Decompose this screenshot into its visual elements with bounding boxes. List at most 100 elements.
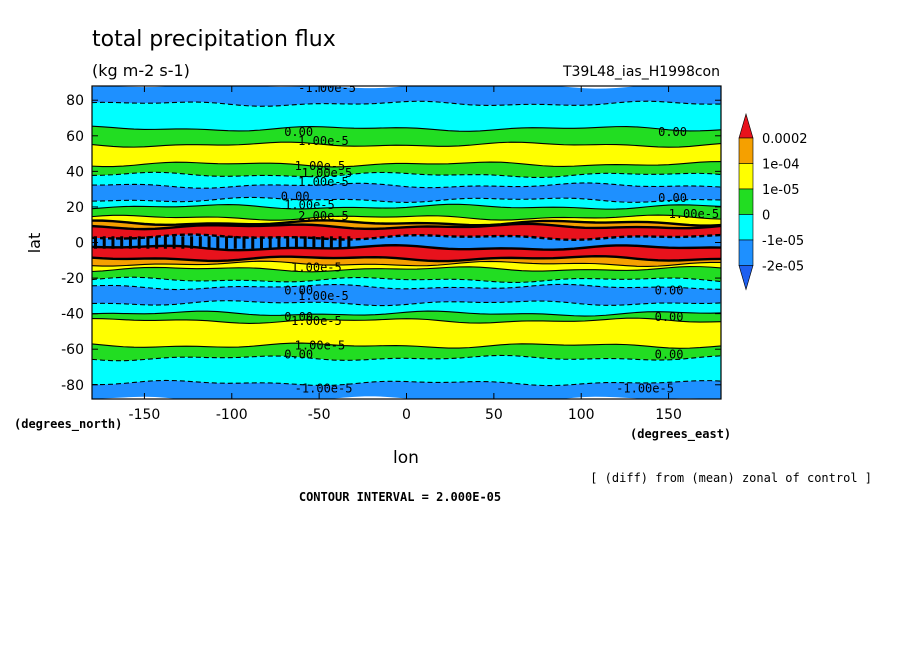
contour-line-19 [92,300,721,307]
contour-label-16: -1.00e-5 [295,381,353,395]
x-units-label: (degrees_east) [630,427,731,442]
contour-label-20: 0.00 [655,284,684,298]
x-tick-label-5: 100 [568,407,595,423]
contour-label-14: 1.00e-5 [295,339,346,353]
contour-label-9: 1.00e-5 [291,260,342,274]
plot-area: -1.00e-50.001.00e-51.00e-51.00e-51.00e-5… [92,81,721,399]
contour-label-6: 0.00 [281,189,310,203]
band-11 [92,223,721,240]
contour-line-23 [92,354,721,362]
contour-line-15 [92,260,721,267]
contour-line-6 [92,182,721,189]
y-tick-label-4: 0 [75,236,84,252]
x-tick-label-2: -50 [308,407,331,423]
contour-line-17 [92,276,721,284]
core-mark--53 [312,236,316,249]
core-mark--38 [338,236,342,249]
x-tick-label-4: 50 [485,407,503,423]
band-8 [92,204,721,221]
legend-swatch-3 [738,188,754,215]
core-mark--118 [198,236,202,249]
contour-label-4: 1.00e-5 [302,166,353,180]
contour-line-18 [92,283,721,291]
y-tick-label-0: -80 [61,378,84,394]
contour-label-0: -1.00e-5 [298,81,356,95]
core-mark--148 [146,236,150,249]
legend-swatch-1 [738,137,754,164]
legend-label-1: 1e-04 [762,158,800,173]
core-mark--73 [277,236,281,249]
contour-label-18: 0.00 [658,191,687,205]
core-mark--83 [259,236,263,249]
contour-line-8 [92,203,721,210]
contour-line-21 [92,317,721,324]
core-mark--128 [181,236,185,249]
contour-line-22 [92,342,721,349]
band-19 [92,300,721,317]
contour-label-23: -1.00e-5 [616,381,674,395]
band-4 [92,161,721,178]
core-mark--98 [233,236,237,249]
contour-label-11: 1.00e-5 [298,289,349,303]
contour-label-1: 0.00 [284,125,313,139]
y-tick-label-5: 20 [66,200,84,216]
contour-label-13: 1.00e-5 [291,314,342,328]
core-mark--133 [172,236,176,249]
y-tick-label-2: -40 [61,307,84,323]
band-17 [92,277,721,290]
band-1 [92,101,721,132]
contour-line-24 [92,379,721,387]
band-0 [92,86,721,107]
contour-line-20 [92,310,721,317]
core-mark--153 [137,236,141,249]
contour-label-17: 0.00 [658,125,687,139]
core-mark--168 [111,236,115,249]
color-legend: 0.0002 1e-04 1e-05 0 -1e-05 -2e-05 [738,112,808,291]
contour-label-8: 2.00e-5 [298,209,349,223]
y-tick-label-6: 40 [66,164,84,180]
core-mark--48 [321,236,325,249]
chart-title: total precipitation flux [92,27,336,52]
core-mark--138 [163,236,167,249]
contour-lines [92,100,721,387]
core-mark--93 [242,236,246,249]
band-20 [92,311,721,324]
band-2 [92,126,721,148]
contour-line-5 [92,171,721,178]
band-22 [92,343,721,361]
legend-swatch-6 [738,265,754,291]
contour-line-11 [92,222,721,231]
contour-label-21: 0.00 [655,310,684,324]
contour-label-5: 1.00e-5 [298,175,349,189]
band-18 [92,284,721,306]
y-axis-label: lat [25,233,44,254]
y-tick-label-8: 80 [66,93,84,109]
x-tick-label-6: 150 [655,407,682,423]
core-mark--88 [251,236,255,249]
legend-swatch-4 [738,214,754,241]
legend-swatch-0 [738,112,754,139]
contour-label-15: 0.00 [284,348,313,362]
experiment-label: T39L48_ias_H1998con [562,64,720,80]
y-tick-label-1: -60 [61,342,84,358]
band-10 [92,220,721,230]
x-axis-label: lon [393,448,419,468]
y-tick-label-3: -20 [61,271,84,287]
core-mark--103 [225,236,229,249]
legend-label-2: 1e-05 [762,183,800,198]
contour-interval: CONTOUR INTERVAL = 2.000E-05 [299,490,501,504]
core-mark--43 [329,236,333,249]
band-6 [92,182,721,203]
y-units-label: (degrees_north) [14,417,122,432]
contour-line-2 [92,125,721,132]
filled-bands [92,86,721,399]
contour-label-2: 1.00e-5 [298,134,349,148]
legend-label-3: 0 [762,209,770,224]
core-mark--33 [347,236,351,249]
core-mark--173 [102,236,106,249]
core-mark--58 [303,236,307,249]
contour-label-12: 0.00 [284,310,313,324]
chart-subtitle: (kg m-2 s-1) [92,61,190,80]
core-mark--143 [155,236,159,249]
